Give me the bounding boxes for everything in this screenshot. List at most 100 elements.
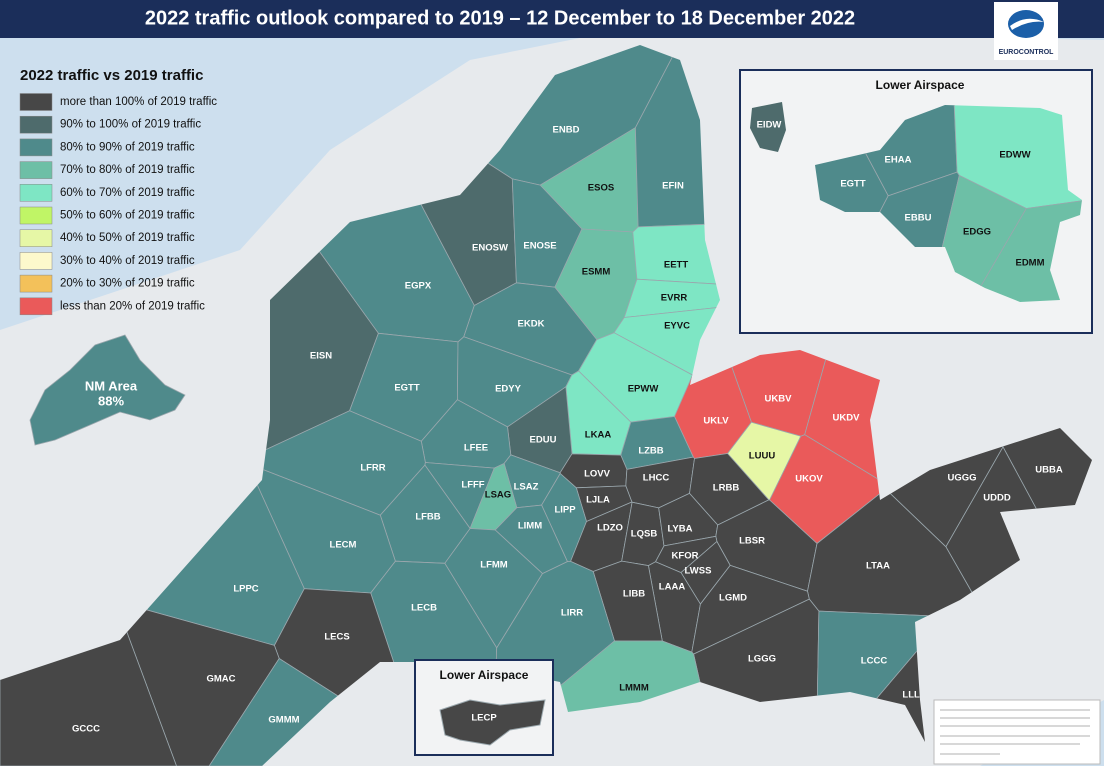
region-label: EVRR xyxy=(661,293,688,304)
inset-upper-title: Lower Airspace xyxy=(876,78,965,92)
region-label: LIMM xyxy=(518,521,542,532)
region-label: UKLV xyxy=(703,416,729,427)
logo-text: EUROCONTROL xyxy=(999,49,1055,56)
region-label: LLLL xyxy=(902,690,925,701)
legend-swatch xyxy=(19,93,53,111)
legend-swatch xyxy=(19,184,53,202)
region-label: EFIN xyxy=(662,181,684,192)
legend-title: 2022 traffic vs 2019 traffic xyxy=(20,67,203,84)
region-label: EHAA xyxy=(885,155,912,166)
legend-label: 50% to 60% of 2019 traffic xyxy=(60,210,195,222)
nm-area-label: NM Area xyxy=(85,378,138,393)
title: 2022 traffic outlook compared to 2019 – … xyxy=(145,7,855,29)
region-label: LJLA xyxy=(586,495,610,506)
region-label: LECP xyxy=(471,713,497,724)
legend-label: 70% to 80% of 2019 traffic xyxy=(60,164,195,176)
region-label: LWSS xyxy=(685,566,712,577)
region-label: ENOSW xyxy=(472,243,508,254)
region-label: EISN xyxy=(310,351,332,362)
region-label: ENBD xyxy=(553,125,580,136)
region-label: UKBV xyxy=(765,394,793,405)
region-label: LFEE xyxy=(464,443,488,454)
region-label: EKDK xyxy=(518,319,545,330)
region-label: LBSR xyxy=(739,536,765,547)
region-label: EBBU xyxy=(905,213,932,224)
region-label: EDWW xyxy=(999,150,1030,161)
region-label: LOVV xyxy=(584,469,611,480)
legend: more than 100% of 2019 traffic 90% to 100… xyxy=(19,93,217,316)
region-label: LIPP xyxy=(554,505,576,516)
region-label: LCCC xyxy=(861,656,888,667)
legend-label: less than 20% of 2019 traffic xyxy=(60,300,205,312)
labels: EIDW EHAA EDWW EGTT EBBU EDGG EDMM xyxy=(757,120,1045,269)
legend-swatch xyxy=(19,274,53,293)
region-label: LRBB xyxy=(713,483,740,494)
region-label: ESMM xyxy=(582,267,611,278)
region-label: EGPX xyxy=(405,281,432,292)
region-label: LPPC xyxy=(233,584,258,595)
region-label: LECB xyxy=(411,603,437,614)
legend-swatch xyxy=(19,115,53,134)
region-label: LSAZ xyxy=(514,482,539,493)
nm-area-value: 88% xyxy=(98,393,124,408)
region-label: LFMM xyxy=(480,560,508,571)
region-label: KFOR xyxy=(672,551,699,562)
region-label: ESOS xyxy=(588,183,614,194)
region-label: LKAA xyxy=(585,430,612,441)
region-label: UKOV xyxy=(795,474,823,485)
inset-lower-title: Lower Airspace xyxy=(440,668,529,682)
legend-swatch xyxy=(19,206,53,225)
region-label: LFFF xyxy=(461,480,484,491)
legend-label: more than 100% of 2019 traffic xyxy=(60,96,217,108)
region-label: LFRR xyxy=(360,463,385,474)
region-label: UGGG xyxy=(947,473,976,484)
region-label: LHCC xyxy=(643,473,670,484)
region-label: EGTT xyxy=(394,383,420,394)
region-label: LDZO xyxy=(597,523,623,534)
region-label: LECM xyxy=(330,540,357,551)
legend-swatch xyxy=(19,297,53,316)
region-label: GCCC xyxy=(72,724,100,735)
region-label: LGMD xyxy=(719,593,747,604)
legend-swatch xyxy=(19,161,53,179)
region-label: LYBA xyxy=(668,524,693,535)
region-label: EGTT xyxy=(840,179,866,190)
legend-label: 90% to 100% of 2019 traffic xyxy=(60,119,201,131)
region-label: LQSB xyxy=(631,529,658,540)
region-label: GMAC xyxy=(206,674,235,685)
region-label: GMMM xyxy=(268,715,299,726)
labels: ENBD ESOS EFIN ENOSW ENOSE EGPX ESMM EETT EVRR EY… xyxy=(72,125,1063,735)
region-label: EYVC xyxy=(664,321,690,332)
legend-label: 30% to 40% of 2019 traffic xyxy=(60,255,195,267)
logo-swoosh xyxy=(1010,18,1044,30)
region-label: LIBB xyxy=(623,589,645,600)
legend-swatch xyxy=(19,252,53,270)
legend-swatch xyxy=(19,138,53,157)
region-label: LMMM xyxy=(619,683,649,694)
legend-label: 20% to 30% of 2019 traffic xyxy=(60,278,195,290)
region-label: EETT xyxy=(664,260,688,271)
logo-mark xyxy=(1008,10,1044,38)
region-label: EDUU xyxy=(530,435,557,446)
region-label: EPWW xyxy=(628,384,659,395)
header-bar xyxy=(0,0,1104,38)
legend-label: 40% to 50% of 2019 traffic xyxy=(60,232,195,244)
region-label: EDMM xyxy=(1015,258,1044,269)
region-label: UBBA xyxy=(1035,465,1063,476)
region-label: LUUU xyxy=(749,451,776,462)
region-label: EDGG xyxy=(963,227,991,238)
region-label: LECS xyxy=(324,632,349,643)
legend-label: 80% to 90% of 2019 traffic xyxy=(60,141,195,153)
disclaimer-lines xyxy=(940,709,1090,755)
legend-label: 60% to 70% of 2019 traffic xyxy=(60,187,195,199)
nm-area xyxy=(29,334,186,446)
region-label: UKDV xyxy=(833,413,861,424)
region-label: UDDD xyxy=(983,493,1011,504)
region-label: LFBB xyxy=(415,512,440,523)
region-label: EIDW xyxy=(757,120,782,131)
region-label: LAAA xyxy=(659,582,686,593)
region xyxy=(439,699,546,746)
region-label: LGGG xyxy=(748,654,776,665)
region-label: LZBB xyxy=(638,446,663,457)
